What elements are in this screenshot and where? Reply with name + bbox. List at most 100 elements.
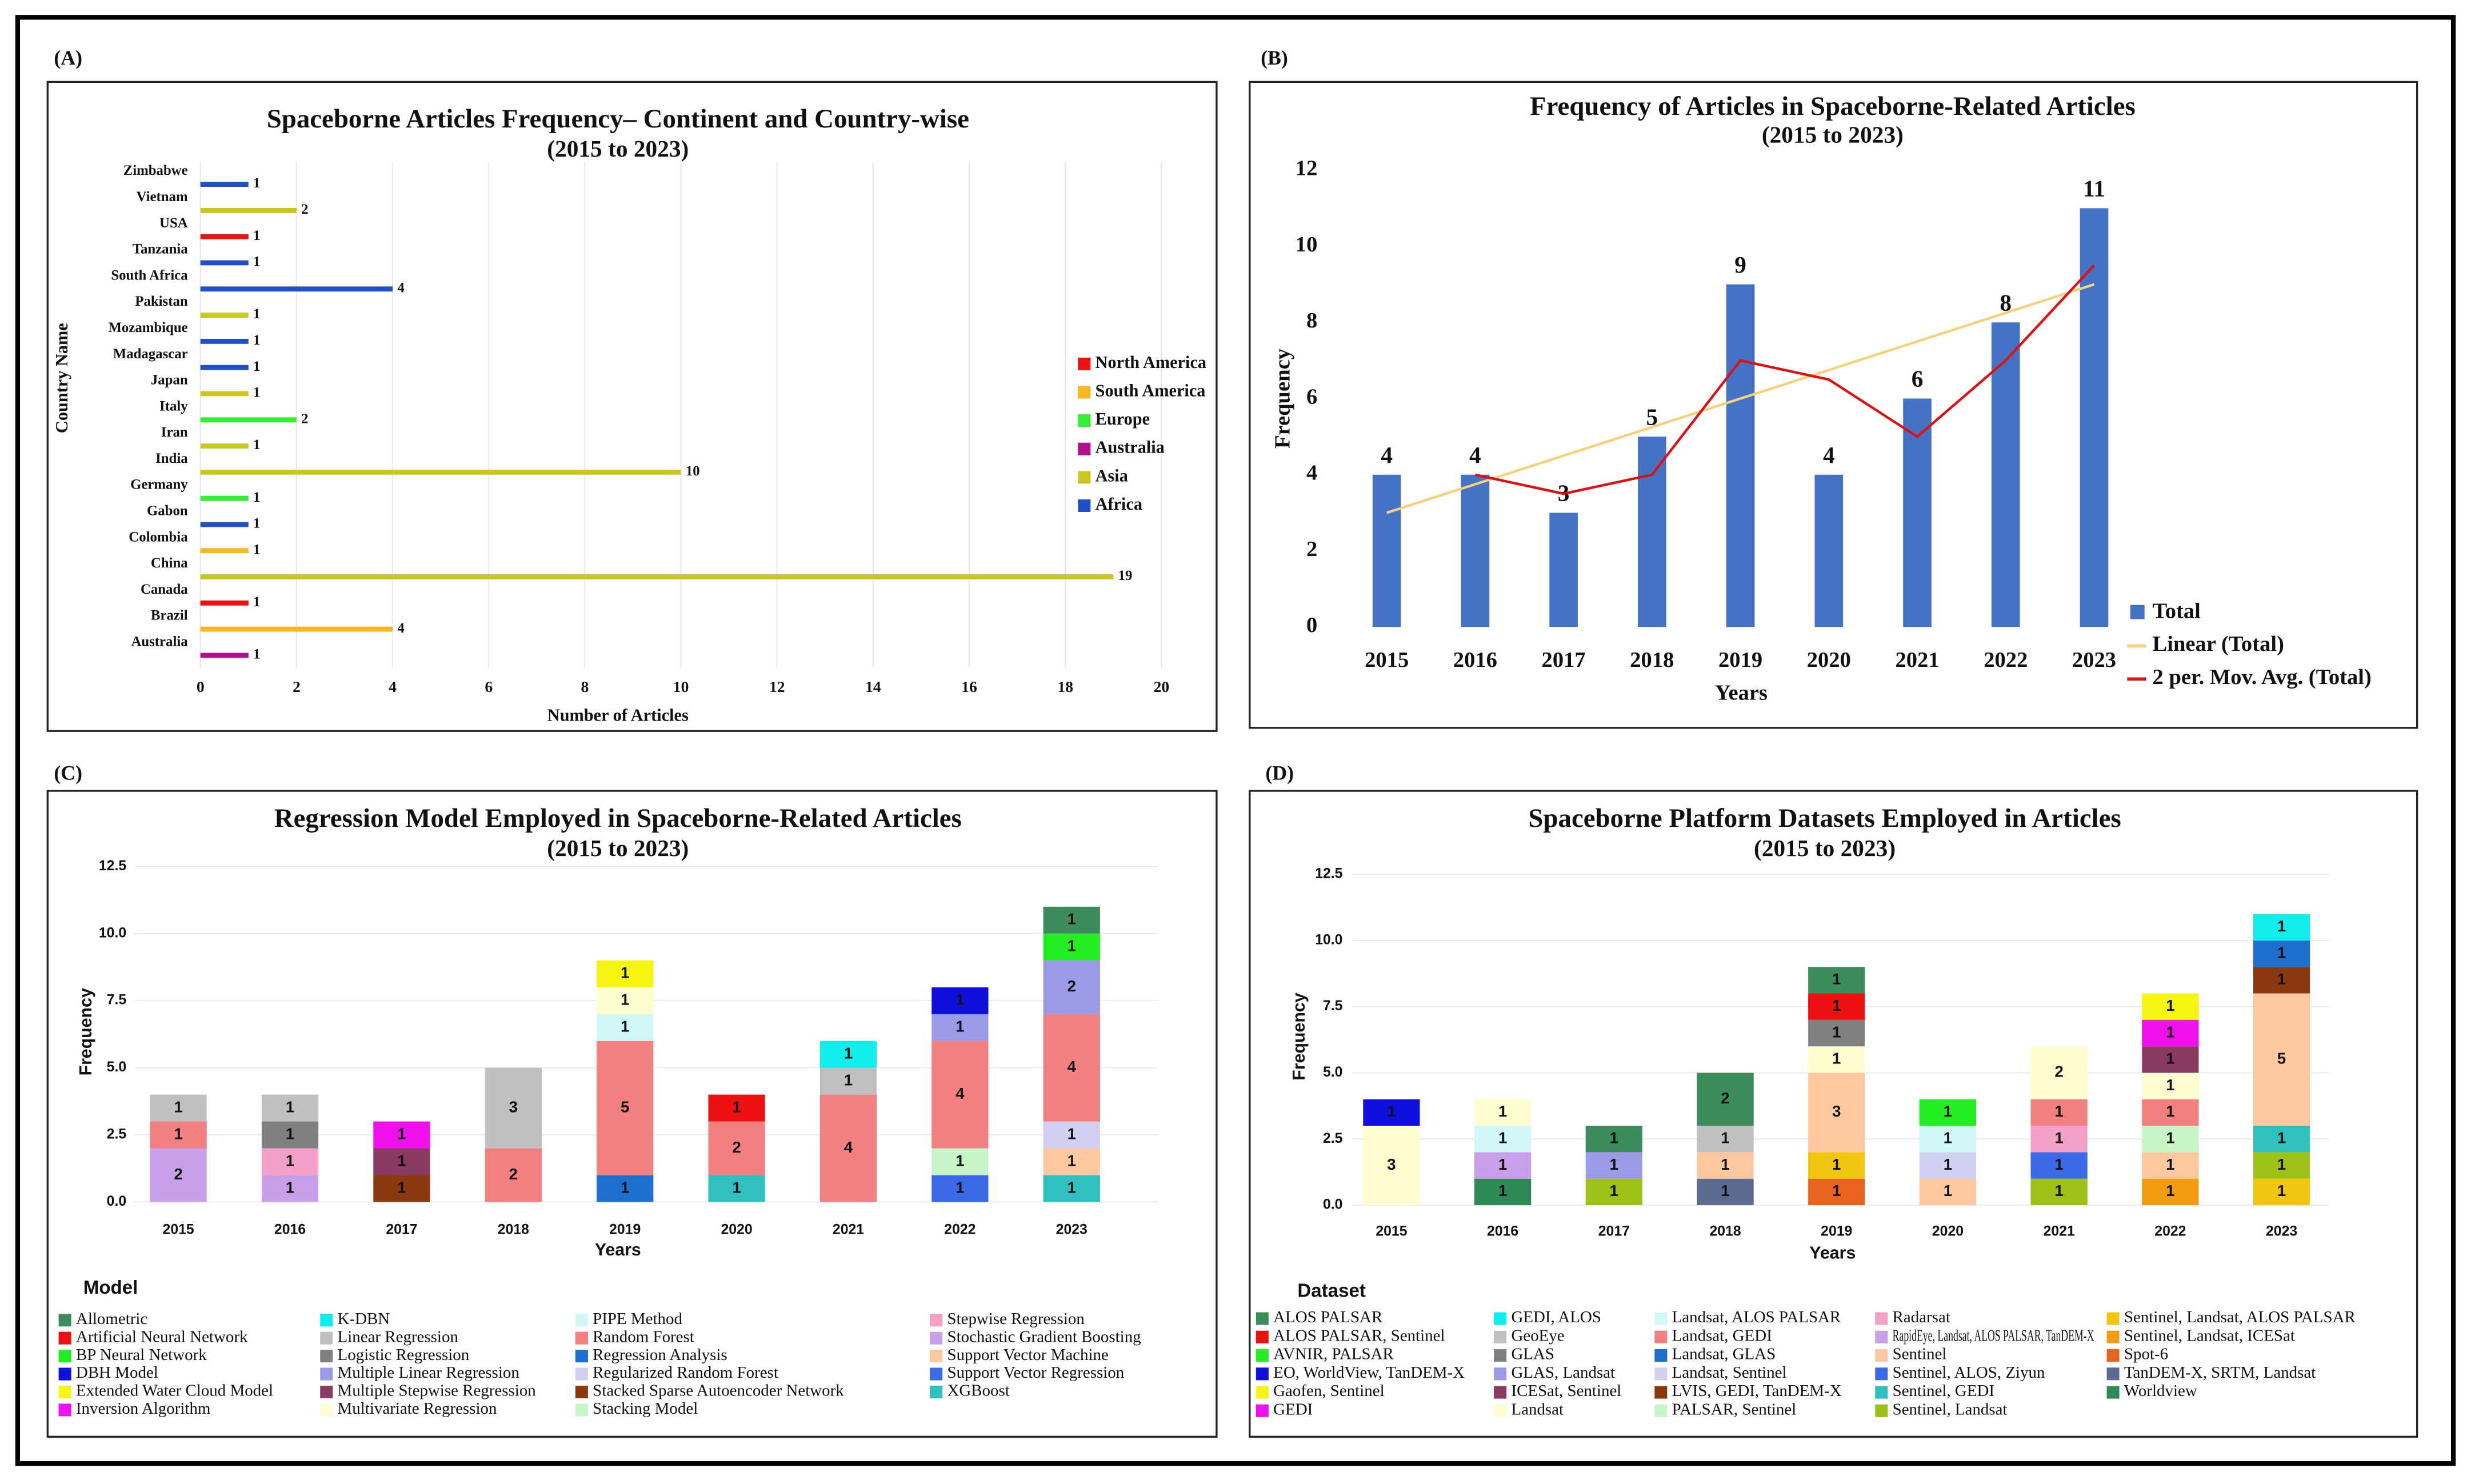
bar-segment — [1474, 1099, 1532, 1126]
legend-swatch — [1078, 414, 1091, 427]
legend-label: Inversion Algorithm — [76, 1399, 211, 1418]
bar — [1372, 474, 1401, 627]
bar — [200, 443, 249, 449]
x-tick-label: 2016 — [274, 1222, 306, 1238]
bar-segment — [597, 1041, 654, 1175]
bar-segment — [261, 1175, 319, 1202]
legend-swatch — [1078, 471, 1091, 484]
y-tick-label: 6 — [1306, 385, 1317, 409]
legend-swatch — [320, 1403, 333, 1417]
y-tick-label: Japan — [151, 373, 188, 388]
x-tick-label: 8 — [581, 678, 589, 695]
legend-swatch — [320, 1350, 333, 1363]
y-tick-label: 2 — [1306, 537, 1317, 561]
legend-label: GEDI, ALOS — [1511, 1308, 1601, 1326]
bar-segment — [708, 1121, 765, 1175]
value-label: 1 — [2166, 1076, 2174, 1094]
bar — [200, 600, 249, 606]
figure-border — [15, 15, 2456, 1466]
bar-segment — [1697, 1073, 1754, 1126]
bar-segment — [1474, 1178, 1532, 1206]
bar-segment — [819, 1094, 877, 1202]
legend-swatch — [1256, 1386, 1269, 1399]
legend-label: Sentinel, Landsat, ICESat — [2124, 1326, 2295, 1345]
x-tick-label: 2020 — [1807, 648, 1851, 672]
value-label: 1 — [2277, 1182, 2286, 1199]
legend-swatch — [58, 1314, 71, 1327]
bar-segment — [2142, 1046, 2199, 1073]
legend-label: GLAS, Landsat — [1511, 1363, 1615, 1382]
value-label: 10 — [686, 463, 700, 479]
x-tick-label: 0 — [197, 678, 205, 695]
y-tick-label: Australia — [131, 634, 188, 650]
x-tick-label: 4 — [389, 678, 397, 695]
y-tick-label: Colombia — [129, 529, 188, 545]
bar-segment — [2030, 1046, 2088, 1099]
legend-label: XGBoost — [947, 1382, 1009, 1400]
value-label: 1 — [2055, 1102, 2064, 1120]
value-label: 1 — [253, 306, 260, 322]
legend-swatch — [1875, 1312, 1888, 1325]
legend-swatch — [1078, 499, 1091, 512]
x-tick-label: 2018 — [498, 1222, 529, 1238]
value-label: 1 — [2166, 1023, 2174, 1041]
value-label: 2 — [301, 202, 308, 217]
bar — [200, 574, 1114, 579]
value-label: 1 — [732, 1178, 741, 1196]
value-label: 1 — [2166, 1182, 2174, 1199]
legend-label: Multivariate Regression — [338, 1399, 497, 1418]
value-label: 1 — [1067, 910, 1076, 928]
y-tick-label: 2.5 — [1323, 1131, 1343, 1146]
panel-border — [1249, 790, 2418, 1438]
bar-segment — [1585, 1178, 1642, 1206]
value-label: 1 — [1832, 1182, 1841, 1199]
value-label: 1 — [286, 1178, 294, 1196]
line — [1386, 283, 2095, 514]
bar — [1726, 284, 1755, 627]
legend-label: BP Neural Network — [76, 1346, 207, 1364]
value-label: 1 — [621, 990, 629, 1008]
value-label: 1 — [253, 228, 260, 243]
legend-label: Sentinel — [1893, 1345, 1947, 1363]
legend-swatch — [58, 1350, 71, 1363]
x-tick-label: 2023 — [1056, 1222, 1087, 1238]
bar — [200, 626, 393, 632]
bar-segment — [2030, 1152, 2088, 1179]
value-label: 2 — [509, 1165, 518, 1183]
value-label: 2 — [1067, 977, 1076, 995]
value-label: 1 — [732, 1098, 741, 1115]
x-tick-label: 6 — [485, 678, 493, 695]
legend-label: Stepwise Regression — [947, 1310, 1085, 1328]
legend-swatch — [320, 1331, 333, 1345]
x-tick-label: 2021 — [2044, 1223, 2075, 1239]
y-tick-label: Italy — [159, 398, 188, 414]
bar-segment — [1808, 1152, 1865, 1179]
legend-swatch — [1654, 1367, 1668, 1381]
bar-segment — [597, 960, 654, 987]
value-label: 1 — [2055, 1155, 2064, 1173]
value-label: 4 — [1469, 442, 1481, 468]
legend-swatch — [2106, 1330, 2120, 1343]
legend-swatch — [575, 1350, 588, 1363]
bar-segment — [1043, 933, 1100, 961]
legend-label: Sentinel, ALOS, Ziyun — [1893, 1363, 2045, 1382]
bar-segment — [1043, 960, 1100, 1014]
value-label: 1 — [2277, 943, 2286, 961]
legend-label: Total — [2153, 599, 2201, 623]
y-axis-label: Frequency — [77, 988, 95, 1075]
bar-segment — [708, 1094, 765, 1122]
legend-label: Stochastic Gradient Boosting — [947, 1327, 1141, 1346]
value-label: 4 — [397, 621, 404, 636]
bar — [200, 522, 249, 527]
bar — [200, 286, 393, 292]
chart-subtitle: (2015 to 2023) — [1762, 121, 1904, 148]
legend-label: ICESat, Sentinel — [1511, 1382, 1621, 1400]
bar-segment — [931, 1041, 989, 1149]
value-label: 9 — [1734, 251, 1746, 278]
y-tick-label: Gabon — [147, 503, 188, 519]
value-label: 1 — [1067, 937, 1076, 955]
value-label: 1 — [1610, 1129, 1618, 1147]
value-label: 2 — [2055, 1063, 2064, 1081]
y-tick-label: USA — [159, 215, 188, 231]
bar — [1814, 474, 1844, 627]
